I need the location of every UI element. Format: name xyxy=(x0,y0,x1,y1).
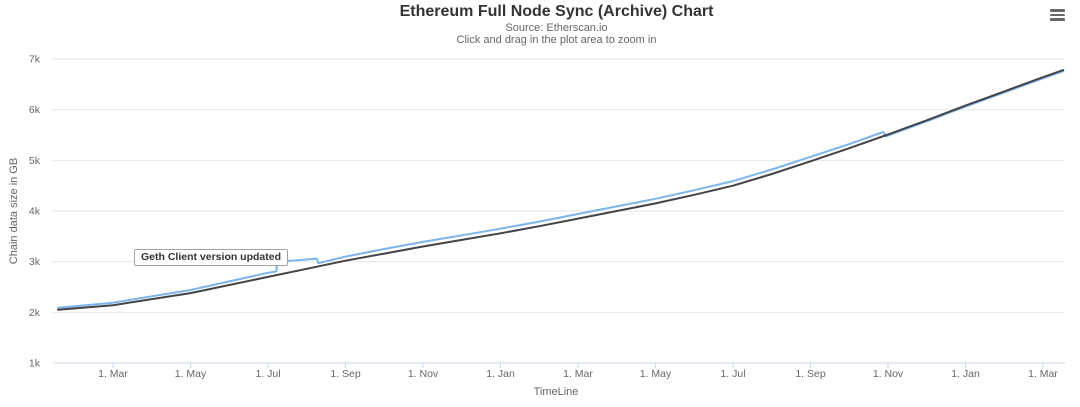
hamburger-menu-icon[interactable] xyxy=(1046,5,1070,25)
y-tick-label: 2k xyxy=(29,307,41,319)
x-tick-label: 1. May xyxy=(175,368,207,380)
x-tick-label: 1. Jan xyxy=(486,368,515,380)
hamburger-bar xyxy=(1050,18,1065,21)
hamburger-bar xyxy=(1050,9,1065,12)
y-axis-title: Chain data size in GB xyxy=(8,158,20,264)
x-tick-label: 1. May xyxy=(640,368,672,380)
y-tick-label: 7k xyxy=(29,53,41,65)
x-tick-label: 1. Sep xyxy=(795,368,826,380)
x-tick-label: 1. Jul xyxy=(720,368,745,380)
archive-sync-light-blue-line xyxy=(57,70,1065,309)
x-tick-label: 1. Nov xyxy=(408,368,439,380)
x-tick-label: 1. Nov xyxy=(873,368,904,380)
annotation-label: Geth Client version updated xyxy=(134,249,289,266)
y-tick-label: 3k xyxy=(29,256,41,268)
x-tick-label: 1. Mar xyxy=(1028,368,1058,380)
hamburger-bar xyxy=(1050,13,1065,17)
archive-sync-dark-line xyxy=(57,69,1065,311)
x-axis-title: TimeLine xyxy=(534,386,579,398)
x-tick-label: 1. Mar xyxy=(98,368,128,380)
x-tick-label: 1. Jul xyxy=(255,368,280,380)
y-tick-label: 6k xyxy=(29,104,41,116)
y-tick-label: 4k xyxy=(29,205,41,217)
y-tick-label: 5k xyxy=(29,155,41,167)
x-tick-label: 1. Sep xyxy=(330,368,361,380)
x-tick-label: 1. Jan xyxy=(951,368,980,380)
x-tick-label: 1. Mar xyxy=(563,368,593,380)
y-tick-label: 1k xyxy=(29,358,41,370)
